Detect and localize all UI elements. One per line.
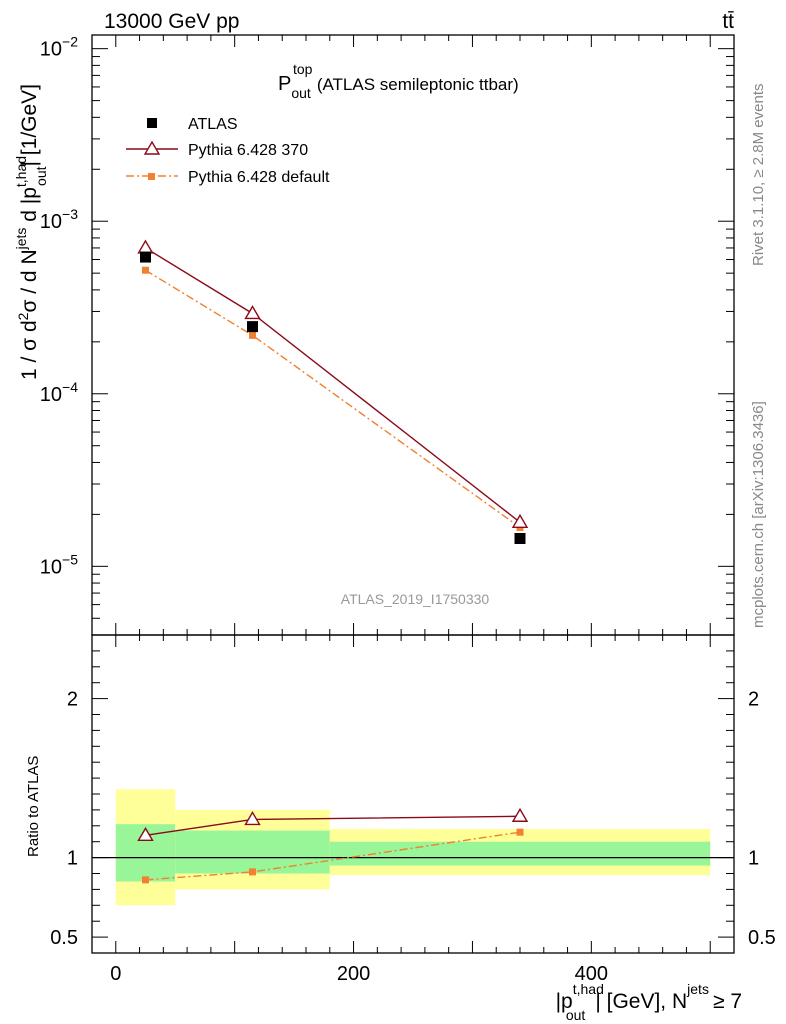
x-axis-label-mid: | [GeV], N — [595, 990, 687, 1013]
plot-title-sup: top — [293, 61, 313, 77]
main-y-tick-label-exp: −5 — [62, 551, 78, 567]
ratio-uncertainty-bands — [115, 789, 711, 906]
ratio-pythia-default-point — [249, 868, 256, 876]
main-atlas-point — [140, 251, 151, 263]
plot-title: Pout (ATLAS semileptonic ttbar) — [278, 73, 519, 101]
main-pythia370-point — [511, 513, 529, 528]
main-series-line — [145, 269, 521, 529]
x-tick-label: 400 — [575, 963, 608, 985]
legend-marker-atlas — [147, 118, 157, 128]
legend-label-atlas: ATLAS — [188, 116, 238, 133]
ratio-frame — [91, 634, 735, 954]
main-atlas-point — [247, 321, 258, 333]
main-series-line — [145, 247, 521, 523]
x-axis-label-sub: out — [566, 1007, 586, 1023]
x-axis-label-tail: ≥ 7 — [713, 990, 742, 1013]
main-y-tick-label: 10−3 — [40, 206, 78, 233]
main-ticks — [92, 35, 734, 636]
ratio-pythia370-point — [244, 811, 261, 826]
main-y-axis-label: 1 / σ d2σ / d Njets d |pt,had out| [1/GeV… — [13, 84, 49, 380]
x-axis-label-jets: jets — [686, 981, 709, 997]
x-tick-label: 200 — [337, 963, 370, 985]
main-y-tick-labels: 10−510−410−310−2 — [40, 34, 78, 579]
ratio-ticks — [92, 635, 734, 953]
main-y-tick-label-base: 10 — [40, 556, 62, 578]
main-y-tick-label: 10−5 — [40, 551, 78, 578]
main-y-tick-label-base: 10 — [40, 211, 62, 233]
ratio-band-green — [175, 830, 330, 874]
main-pythia370-point — [244, 305, 261, 320]
ratio-y-tick-label-left: 2 — [67, 689, 78, 711]
ratio-band-green — [329, 841, 711, 866]
x-axis-label-sup: t,had — [573, 981, 604, 997]
main-y-tick-label: 10−4 — [40, 379, 78, 406]
plot-title-rest: (ATLAS semileptonic ttbar) — [317, 75, 519, 94]
ratio-y-tick-label-left: 0.5 — [50, 927, 78, 949]
main-pythia-default-point — [249, 331, 256, 339]
main-pythia370-point — [137, 239, 154, 254]
ratio-pythia370-point — [137, 826, 154, 842]
main-series-lines — [145, 247, 521, 529]
ratio-y-axis-label: Ratio to ATLAS — [25, 756, 42, 857]
main-series-markers — [137, 239, 529, 544]
main-y-tick-label-base: 10 — [40, 39, 62, 61]
main-y-tick-label-exp: −4 — [62, 379, 78, 395]
x-axis-label: |pt,had out | [GeV], Njets≥ 7 — [556, 981, 742, 1023]
ratio-series-markers — [137, 807, 529, 884]
legend: ATLAS Pythia 6.428 370 Pythia 6.428 defa… — [126, 116, 330, 186]
ratio-tick-labels: 0.5 0.5 1 1 2 2 0 200 400 — [50, 689, 776, 985]
ratio-pythia-default-point — [516, 828, 524, 836]
ratio-y-tick-label-right: 1 — [748, 848, 759, 870]
analysis-label: ATLAS_2019_I1750330 — [341, 591, 490, 607]
ratio-panel: 0.5 0.5 1 1 2 2 0 200 400 Ratio to ATLAS |pt,had… — [25, 634, 776, 1023]
ratio-pythia370-point — [511, 807, 529, 822]
legend-label-pythia370: Pythia 6.428 370 — [188, 142, 308, 159]
header-right: tt̄ — [722, 10, 734, 33]
plot-title-sub: out — [291, 85, 311, 101]
main-atlas-point — [514, 532, 526, 544]
plot-title-main: P — [278, 73, 291, 95]
legend-marker-pythia370 — [143, 140, 161, 155]
x-tick-label: 0 — [110, 963, 121, 985]
legend-label-pythia-default: Pythia 6.428 default — [188, 169, 330, 186]
main-y-tick-label: 10−2 — [40, 34, 78, 61]
ratio-y-tick-label-left: 1 — [67, 848, 78, 870]
ratio-y-tick-label-right: 0.5 — [748, 927, 776, 949]
ratio-pythia-default-point — [142, 876, 149, 884]
header-left: 13000 GeV pp — [104, 10, 239, 33]
main-panel: 10−510−410−310−2 Pout (ATLAS semileptonic… — [13, 34, 735, 636]
rivet-label: Rivet 3.1.10, ≥ 2.8M events — [750, 84, 767, 267]
main-y-tick-label-base: 10 — [40, 384, 62, 406]
main-y-tick-label-exp: −3 — [62, 206, 78, 222]
legend-marker-pythia-default — [148, 173, 155, 180]
x-axis-label-p: |p — [556, 990, 573, 1013]
main-pythia-default-point — [142, 266, 149, 274]
ratio-y-tick-label-right: 2 — [748, 689, 759, 711]
main-y-tick-label-exp: −2 — [62, 34, 78, 50]
mcplots-label: mcplots.cern.ch [arXiv:1306.3436] — [750, 401, 767, 628]
